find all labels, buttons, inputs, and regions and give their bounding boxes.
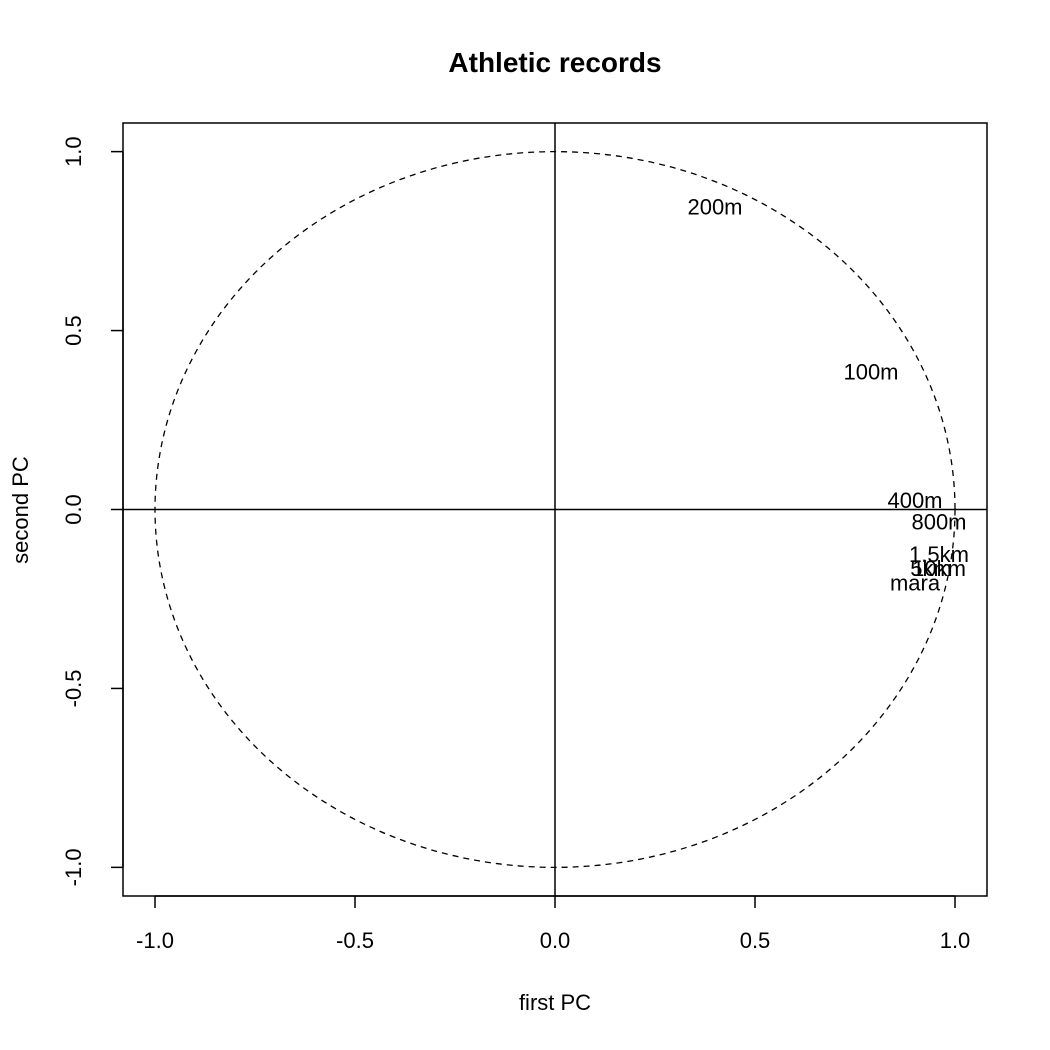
x-tick-label: 0.5 — [740, 928, 771, 953]
y-tick-label: -1.0 — [61, 848, 86, 886]
point-label-100m: 100m — [843, 359, 898, 384]
x-axis: -1.0 -0.5 0.0 0.5 1.0 — [136, 895, 971, 953]
point-label-5km: 5km — [910, 556, 952, 581]
point-label-200m: 200m — [687, 195, 742, 220]
x-tick-label: 0.0 — [540, 928, 571, 953]
point-label-800m: 800m — [911, 510, 966, 535]
y-tick-label: -0.5 — [61, 669, 86, 707]
point-label-10km: 10km — [912, 556, 966, 581]
y-axis: -1.0 -0.5 0.0 0.5 1.0 — [61, 136, 124, 886]
y-axis-label: second PC — [8, 456, 33, 564]
y-tick-label: 0.0 — [61, 494, 86, 525]
point-label-mara: mara — [890, 570, 941, 595]
x-tick-label: 1.0 — [940, 928, 971, 953]
chart-title: Athletic records — [448, 47, 661, 78]
x-axis-label: first PC — [519, 990, 591, 1015]
y-tick-label: 0.5 — [61, 315, 86, 346]
y-tick-label: 1.0 — [61, 136, 86, 167]
point-label-1-5km: 1.5km — [909, 542, 969, 567]
x-tick-label: -1.0 — [136, 928, 174, 953]
point-label-400m: 400m — [887, 488, 942, 513]
x-tick-label: -0.5 — [336, 928, 374, 953]
